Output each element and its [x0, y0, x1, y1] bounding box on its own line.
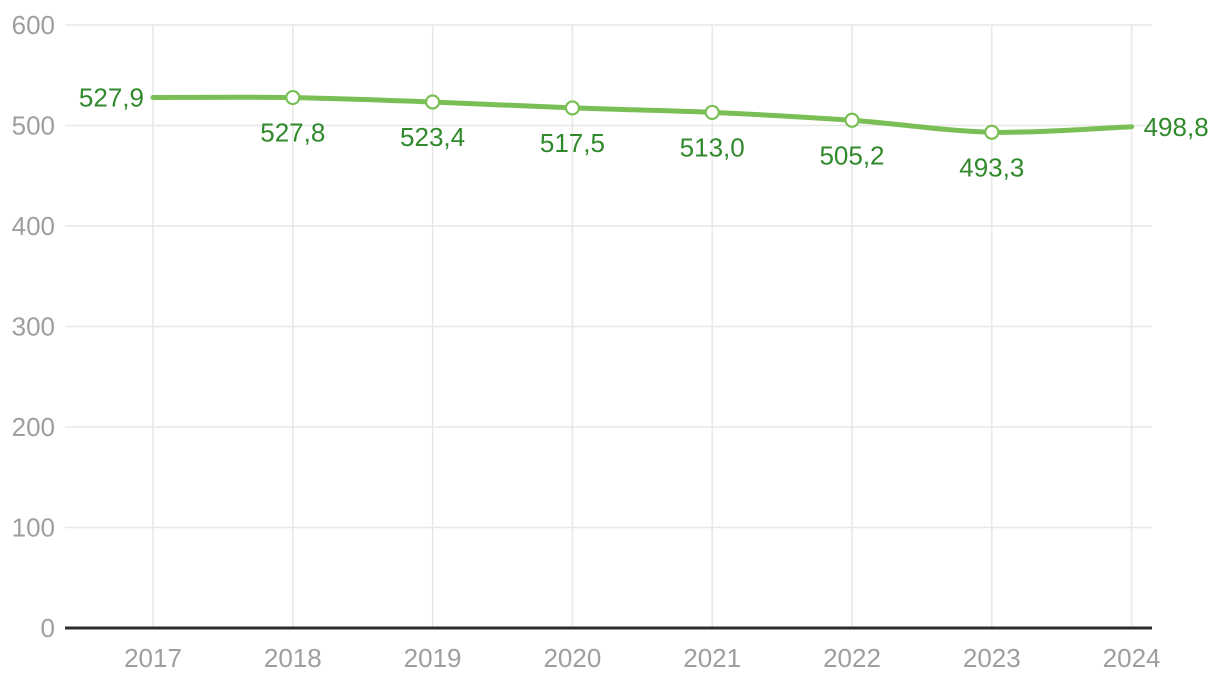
y-tick-label: 600 — [12, 10, 55, 40]
data-point-label: 517,5 — [540, 128, 605, 158]
y-tick-label: 300 — [12, 312, 55, 342]
x-tick-label: 2024 — [1103, 643, 1161, 673]
x-tick-label: 2017 — [124, 643, 182, 673]
y-tick-label: 400 — [12, 211, 55, 241]
data-point-marker — [704, 104, 720, 121]
y-tick-label: 100 — [12, 513, 55, 543]
data-point-label: 527,8 — [260, 118, 325, 148]
x-tick-label: 2022 — [823, 643, 881, 673]
data-point-marker — [285, 89, 301, 106]
x-tick-label: 2019 — [404, 643, 462, 673]
x-tick-label: 2021 — [683, 643, 741, 673]
data-point-label: 523,4 — [400, 122, 465, 152]
data-point-label: 498,8 — [1144, 112, 1209, 142]
x-tick-label: 2020 — [543, 643, 601, 673]
data-point-marker — [844, 112, 860, 128]
x-tick-label: 2023 — [963, 643, 1021, 673]
x-tick-label: 2018 — [264, 643, 322, 673]
data-point-marker — [984, 124, 1000, 140]
data-point-label: 513,0 — [680, 133, 745, 163]
y-tick-label: 200 — [12, 412, 55, 442]
data-point-marker — [425, 94, 441, 110]
data-point-marker — [564, 100, 581, 116]
y-tick-label: 500 — [12, 111, 55, 141]
data-point-label: 505,2 — [819, 140, 884, 170]
data-series-line — [150, 94, 1135, 135]
y-tick-label: 0 — [41, 613, 55, 643]
data-point-label: 493,3 — [959, 152, 1024, 182]
data-point-label: 527,9 — [79, 83, 144, 113]
